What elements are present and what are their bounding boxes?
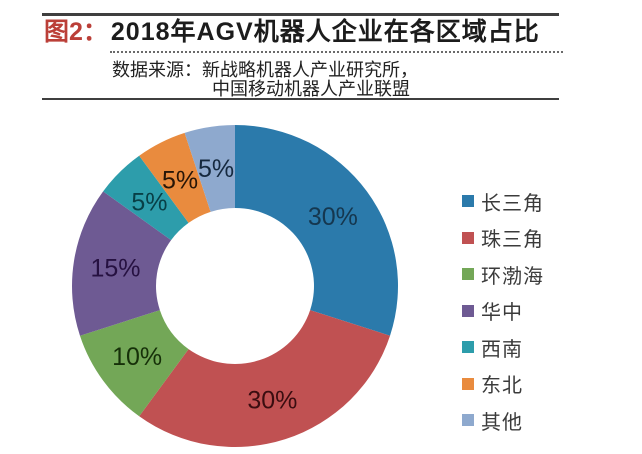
legend-label-pearl-river-delta: 珠三角 (481, 229, 544, 251)
legend-swatch-bohai-rim (462, 268, 474, 280)
donut-segment-other (184, 125, 235, 212)
percent-label-northeast: 5% (162, 167, 198, 195)
legend-swatch-northeast (462, 377, 474, 390)
percent-label-other: 5% (198, 155, 234, 183)
data-source-line-2: 中国移动机器人产业联盟 (212, 79, 410, 99)
percent-label-pearl-river-delta: 30% (247, 387, 297, 415)
header-bottom-rule (42, 98, 559, 100)
legend-swatch-southwest (462, 341, 474, 353)
legend-item-central-china: 华中 (462, 300, 544, 324)
donut-segment-yangtze-river-delta (235, 125, 398, 336)
legend-swatch-yangtze-river-delta (462, 195, 474, 207)
legend-label-bohai-rim: 环渤海 (481, 265, 544, 288)
legend-item-bohai-rim: 环渤海 (462, 263, 544, 288)
legend-item-southwest: 西南 (462, 336, 544, 361)
donut-segment-bohai-rim (79, 310, 189, 417)
legend-item-northeast: 东北 (462, 373, 544, 397)
legend-item-yangtze-river-delta: 长三角 (462, 190, 544, 215)
title-underline-dotted-rule (110, 51, 563, 53)
legend-label-other: 其他 (481, 411, 523, 434)
legend-label-yangtze-river-delta: 长三角 (481, 192, 544, 215)
donut-segment-northeast (139, 132, 211, 223)
legend-item-other: 其他 (462, 409, 544, 434)
legend-label-northeast: 东北 (481, 375, 523, 397)
data-source-line-1: 数据来源：新战略机器人产业研究所， (112, 60, 418, 80)
legend-swatch-central-china (462, 304, 474, 317)
percent-label-central-china: 15% (90, 254, 140, 282)
donut-segment-pearl-river-delta (139, 310, 391, 447)
percent-label-southwest: 5% (131, 189, 167, 217)
header-top-rule (42, 13, 559, 16)
legend-swatch-pearl-river-delta (462, 231, 474, 244)
percent-label-bohai-rim: 10% (112, 343, 162, 371)
percent-label-yangtze-river-delta: 30% (308, 203, 358, 231)
donut-segment-southwest (103, 155, 189, 241)
chart-legend: 长三角珠三角环渤海华中西南东北其他 (462, 190, 544, 434)
figure-number-label: 图2： (44, 18, 108, 46)
figure-title-row: 图2： 2018年AGV机器人企业在各区域占比 (44, 18, 540, 47)
legend-swatch-other (462, 414, 474, 426)
donut-segment-central-china (72, 191, 172, 336)
legend-label-central-china: 华中 (481, 302, 523, 324)
figure-title: 2018年AGV机器人企业在各区域占比 (110, 18, 540, 46)
legend-label-southwest: 西南 (481, 338, 523, 361)
donut-chart: 30%30%10%15%5%5% 5% (72, 125, 398, 447)
legend-item-pearl-river-delta: 珠三角 (462, 227, 544, 251)
